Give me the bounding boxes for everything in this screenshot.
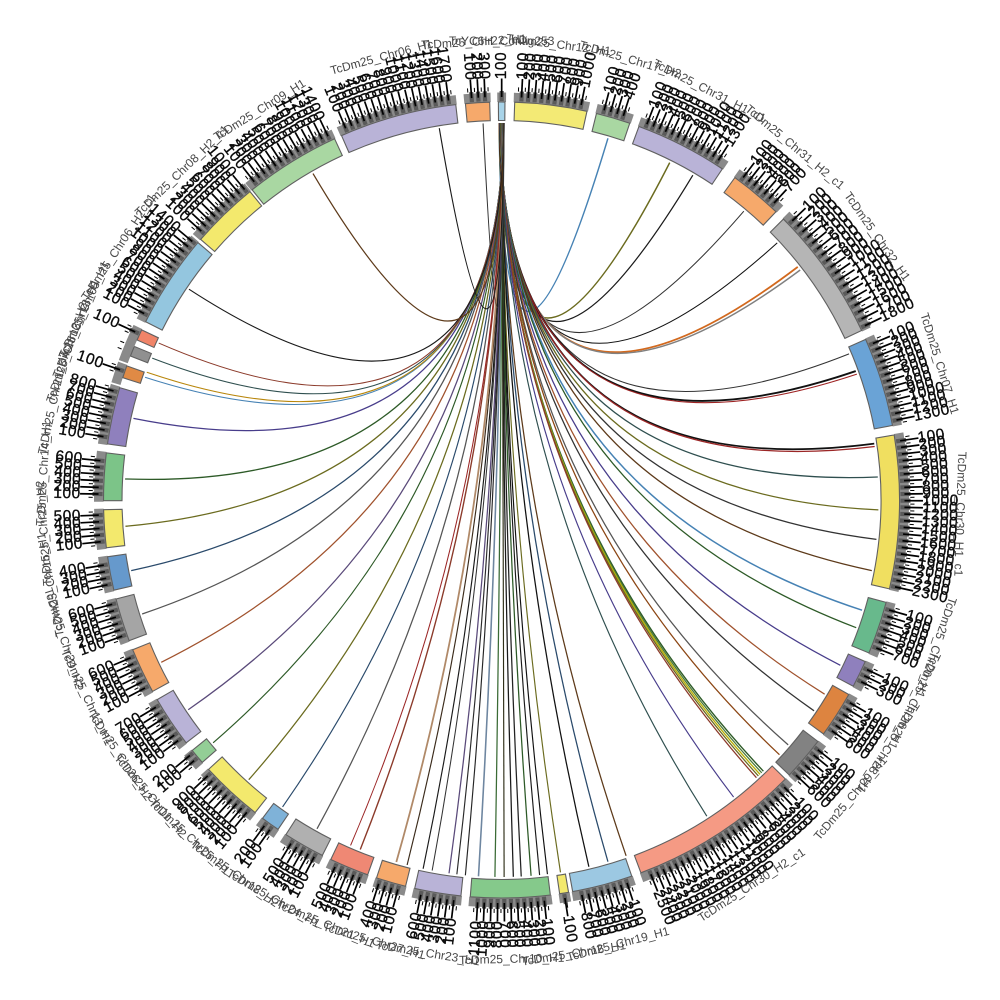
svg-text:300: 300 (524, 919, 543, 948)
svg-text:700: 700 (556, 55, 577, 85)
svg-text:300: 300 (611, 902, 635, 933)
svg-text:400: 400 (53, 514, 81, 532)
svg-text:600: 600 (591, 907, 614, 938)
svg-text:100: 100 (58, 421, 88, 442)
svg-text:300: 300 (475, 52, 493, 80)
svg-text:1000: 1000 (473, 920, 492, 957)
svg-text:1500: 1500 (920, 527, 958, 547)
svg-text:100: 100 (460, 52, 479, 81)
svg-text:200: 200 (531, 918, 550, 947)
svg-text:400: 400 (54, 463, 82, 482)
svg-text:300: 300 (53, 470, 81, 488)
svg-text:700: 700 (921, 470, 949, 488)
svg-text:900: 900 (481, 920, 499, 948)
svg-text:400: 400 (58, 560, 88, 581)
svg-text:100: 100 (514, 52, 532, 80)
svg-text:800: 800 (563, 57, 584, 87)
svg-text:500: 500 (54, 455, 83, 474)
svg-text:TcDm25_Chr22_H1: TcDm25_Chr22_H1 (421, 32, 527, 52)
svg-text:200: 200 (433, 916, 454, 945)
svg-text:900: 900 (569, 58, 591, 88)
svg-text:1300: 1300 (921, 513, 958, 532)
svg-text:100: 100 (917, 426, 947, 447)
svg-text:100: 100 (440, 917, 460, 946)
svg-text:600: 600 (921, 463, 949, 482)
svg-text:TcDm25_Chr10_H1: TcDm25_Chr10_H1 (459, 951, 565, 967)
svg-text:100: 100 (538, 917, 558, 946)
svg-text:200: 200 (521, 52, 540, 80)
svg-text:500: 500 (411, 912, 433, 942)
svg-text:1100: 1100 (923, 499, 959, 517)
svg-text:200: 200 (467, 52, 486, 80)
svg-text:200: 200 (918, 433, 947, 453)
svg-text:1600: 1600 (425, 47, 447, 86)
svg-text:200: 200 (60, 573, 90, 595)
svg-text:1600: 1600 (919, 534, 957, 555)
svg-text:1200: 1200 (922, 506, 959, 524)
svg-text:100: 100 (378, 904, 401, 935)
svg-text:2100: 2100 (914, 569, 953, 592)
svg-text:400: 400 (919, 448, 948, 468)
svg-text:400: 400 (61, 399, 91, 421)
svg-text:300: 300 (528, 53, 547, 82)
svg-text:400: 400 (517, 920, 536, 948)
svg-text:100: 100 (493, 52, 510, 79)
svg-text:700: 700 (584, 909, 606, 939)
svg-text:500: 500 (63, 392, 93, 415)
svg-text:1400: 1400 (411, 49, 434, 88)
svg-text:600: 600 (503, 921, 521, 949)
svg-text:2000: 2000 (915, 562, 954, 585)
svg-text:100: 100 (62, 580, 92, 602)
svg-text:800: 800 (489, 921, 506, 949)
svg-text:TcDm25_Chr30_H1_c1: TcDm25_Chr30_H1_c1 (951, 451, 969, 576)
svg-text:1500: 1500 (418, 48, 441, 87)
svg-text:800: 800 (577, 911, 599, 941)
svg-text:1700: 1700 (433, 46, 455, 84)
svg-text:700: 700 (496, 921, 513, 948)
svg-text:300: 300 (919, 440, 948, 460)
svg-text:300: 300 (425, 915, 446, 945)
svg-text:100: 100 (53, 485, 81, 502)
svg-text:700: 700 (66, 378, 97, 401)
svg-text:600: 600 (66, 601, 97, 625)
svg-text:1900: 1900 (916, 555, 955, 577)
svg-text:300: 300 (59, 567, 89, 589)
svg-text:300: 300 (54, 521, 83, 540)
svg-text:1800: 1800 (917, 548, 955, 570)
svg-text:500: 500 (920, 455, 949, 474)
svg-text:400: 400 (604, 904, 628, 935)
svg-text:500: 500 (53, 507, 81, 525)
svg-text:600: 600 (549, 55, 569, 84)
svg-text:400: 400 (418, 913, 439, 943)
svg-text:100: 100 (600, 64, 623, 95)
svg-text:500: 500 (542, 54, 562, 83)
svg-text:200: 200 (59, 414, 89, 435)
svg-text:300: 300 (60, 407, 90, 429)
svg-text:1700: 1700 (918, 541, 956, 562)
svg-text:500: 500 (671, 90, 698, 122)
svg-text:500: 500 (510, 920, 528, 948)
svg-text:1000: 1000 (922, 492, 959, 509)
svg-text:TcYC6H_Contig253: TcYC6H_Contig253 (449, 34, 555, 48)
svg-text:400: 400 (535, 53, 555, 82)
svg-text:100: 100 (55, 535, 84, 555)
svg-text:900: 900 (376, 65, 400, 96)
svg-text:900: 900 (905, 374, 936, 398)
svg-text:900: 900 (922, 485, 950, 502)
svg-text:800: 800 (68, 371, 99, 395)
svg-text:200: 200 (53, 477, 81, 495)
svg-text:500: 500 (598, 906, 621, 937)
svg-text:600: 600 (55, 448, 84, 468)
svg-text:800: 800 (922, 477, 950, 495)
svg-text:TcDm25_Chr14_H1: TcDm25_Chr14_H1 (33, 420, 53, 526)
svg-text:1400: 1400 (921, 520, 959, 539)
svg-text:600: 600 (64, 385, 95, 408)
svg-text:1100: 1100 (466, 920, 485, 956)
svg-text:600: 600 (403, 911, 425, 941)
svg-text:100: 100 (559, 914, 580, 944)
svg-text:200: 200 (54, 528, 83, 547)
